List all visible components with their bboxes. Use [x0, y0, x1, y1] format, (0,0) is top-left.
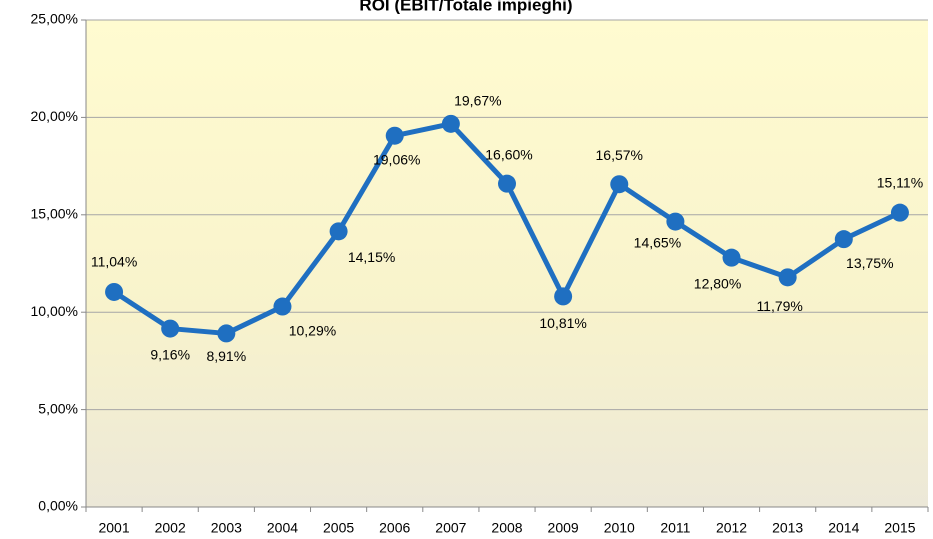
point [273, 297, 292, 316]
data-label: 14,15% [348, 249, 395, 265]
data-label: 19,06% [373, 151, 420, 167]
data-label: 13,75% [846, 255, 893, 271]
data-label: 11,79% [756, 298, 802, 314]
x-tick-label: 2011 [660, 520, 690, 536]
point [834, 230, 853, 249]
point [610, 175, 629, 194]
point [217, 324, 236, 343]
y-tick-label: 20,00% [31, 108, 78, 124]
point [385, 126, 404, 145]
x-tick-label: 2014 [828, 520, 859, 536]
x-tick-label: 2003 [211, 520, 242, 536]
x-tick-label: 2005 [323, 520, 354, 536]
x-tick-label: 2009 [548, 520, 579, 536]
point [329, 222, 348, 241]
point [722, 248, 741, 267]
plot-area [86, 20, 928, 507]
y-tick-label: 5,00% [38, 400, 78, 416]
chart-title: ROI (EBIT/Totale impieghi) [359, 0, 572, 14]
x-tick-label: 2013 [772, 520, 803, 536]
x-tick-label: 2012 [716, 520, 747, 536]
x-tick-label: 2015 [884, 520, 915, 536]
x-tick-label: 2008 [491, 520, 522, 536]
data-label: 11,04% [91, 254, 137, 270]
point [666, 212, 685, 231]
x-tick-label: 2006 [379, 520, 410, 536]
data-label: 9,16% [150, 346, 190, 362]
data-label: 16,57% [596, 147, 643, 163]
y-tick-label: 0,00% [38, 498, 78, 514]
x-tick-label: 2004 [267, 520, 298, 536]
point [778, 268, 797, 287]
data-label: 10,81% [539, 315, 586, 331]
data-label: 14,65% [634, 234, 681, 250]
data-label: 19,67% [454, 93, 501, 109]
y-tick-label: 10,00% [31, 303, 78, 319]
point [105, 282, 124, 301]
x-tick-label: 2002 [155, 520, 186, 536]
data-label: 15,11% [877, 174, 923, 190]
data-label: 8,91% [206, 348, 246, 364]
point [554, 287, 573, 306]
x-tick-label: 2010 [604, 520, 635, 536]
y-tick-label: 15,00% [31, 206, 78, 222]
x-tick-label: 2001 [98, 520, 129, 536]
y-tick-label: 25,00% [31, 11, 78, 27]
x-tick-label: 2007 [435, 520, 466, 536]
data-label: 12,80% [694, 275, 741, 291]
point [498, 174, 516, 193]
point [161, 319, 180, 338]
data-label: 10,29% [289, 322, 336, 338]
point [441, 114, 460, 133]
point [890, 203, 909, 222]
data-label: 16,60% [485, 146, 532, 162]
